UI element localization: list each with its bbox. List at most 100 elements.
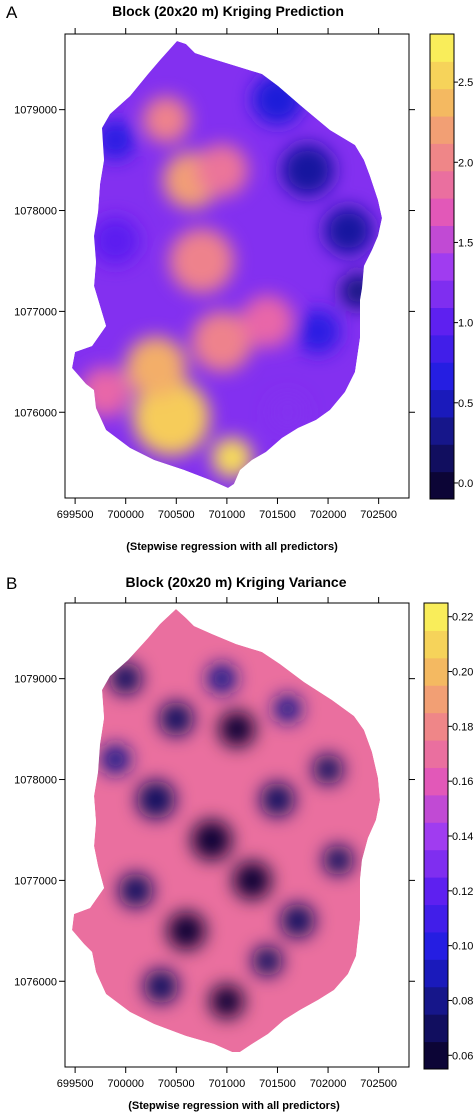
surface-cell xyxy=(260,782,295,817)
colorbar-band xyxy=(430,225,454,254)
x-tick-label: 700000 xyxy=(107,1078,144,1090)
surface-cell xyxy=(209,984,245,1019)
colorbar-band xyxy=(424,1014,448,1043)
x-tick-label: 700500 xyxy=(158,509,195,521)
colorbar-band xyxy=(430,334,454,363)
x-tick-label: 699500 xyxy=(57,509,94,521)
colorbar-band xyxy=(424,1041,448,1070)
colorbar-band xyxy=(424,794,448,823)
colorbar-tick-label: 0.0 xyxy=(458,478,473,490)
x-tick-label: 702500 xyxy=(360,1078,397,1090)
surface-cell xyxy=(143,969,179,1004)
colorbar-band xyxy=(424,767,448,796)
colorbar: 0.06 0.08 0.10 0.12 0.14 0.16 0.18 0.20 0.22 xyxy=(423,602,473,1070)
colorbar-band xyxy=(430,116,454,144)
surface-cell xyxy=(206,663,237,694)
colorbar-band xyxy=(424,630,448,659)
surface-cell xyxy=(232,861,272,900)
colorbar-band xyxy=(424,931,448,960)
panel-label: A xyxy=(6,3,18,22)
surface-cell xyxy=(159,701,194,737)
colorbar-band xyxy=(424,740,448,768)
colorbar-tick-label: 0.18 xyxy=(452,721,473,733)
plot-frame xyxy=(64,602,410,1068)
colorbar-tick-label: 0.5 xyxy=(458,398,473,410)
surface-cell xyxy=(191,819,232,861)
surface-cell xyxy=(125,336,187,398)
colorbar-tick-label: 0.12 xyxy=(452,886,473,898)
colorbar-band xyxy=(430,198,454,226)
colorbar-band xyxy=(424,986,448,1015)
surface-cell xyxy=(281,143,335,197)
y-tick-label: 1077000 xyxy=(14,875,57,887)
y-tick-label: 1079000 xyxy=(14,105,57,117)
surface-cell xyxy=(167,911,206,950)
x-tick-label: 701000 xyxy=(209,1078,246,1090)
x-tick-label: 701000 xyxy=(209,509,246,521)
colorbar-band xyxy=(430,389,454,418)
x-tick-label: 700000 xyxy=(107,509,144,521)
chart-title: Block (20x20 m) Kriging Prediction xyxy=(112,3,344,19)
surface-cell xyxy=(118,873,154,908)
x-tick-label: 700500 xyxy=(158,1078,195,1090)
surface-cell xyxy=(280,903,315,938)
y-tick-label: 1077000 xyxy=(14,306,57,318)
colorbar-tick-label: 1.5 xyxy=(458,237,473,249)
y-tick-label: 1079000 xyxy=(14,674,57,686)
colorbar-band xyxy=(430,252,454,281)
surface-cell xyxy=(211,437,253,478)
surface-cell xyxy=(269,394,306,431)
colorbar-band xyxy=(430,88,454,117)
surface-cell xyxy=(136,780,176,819)
kriging-surface xyxy=(72,609,380,1052)
colorbar-band xyxy=(430,307,454,336)
x-tick-label: 701500 xyxy=(259,1078,296,1090)
colorbar-band xyxy=(430,444,454,473)
colorbar: 0.0 0.5 1.0 1.5 2.0 2.5 xyxy=(429,33,473,500)
colorbar-tick-label: 0.16 xyxy=(452,776,473,788)
colorbar-band xyxy=(430,143,454,172)
colorbar-band xyxy=(430,34,454,62)
panel-a: A Block (20x20 m) Kriging Prediction 69950… xyxy=(6,3,473,553)
surface-cell xyxy=(295,309,341,354)
surface-cell xyxy=(324,206,373,255)
panel-b: B Block (20x20 m) Kriging Variance 699500 7… xyxy=(6,574,473,1112)
surface-cell xyxy=(195,143,249,197)
colorbar-band xyxy=(424,849,448,878)
x-tick-label: 701500 xyxy=(259,509,296,521)
colorbar-band xyxy=(430,280,454,309)
y-tick-label: 1078000 xyxy=(14,775,57,787)
surface-cell xyxy=(169,228,234,294)
colorbar-band xyxy=(424,712,448,741)
surface-cell xyxy=(241,295,294,348)
colorbar-frame xyxy=(429,33,455,500)
x-tick-label: 702000 xyxy=(310,1078,347,1090)
colorbar-tick-label: 0.20 xyxy=(452,667,473,679)
colorbar-tick-label: 0.08 xyxy=(452,995,473,1007)
surface-cell xyxy=(91,216,140,265)
colorbar-band xyxy=(430,170,454,199)
colorbar-tick-label: 2.0 xyxy=(458,157,473,169)
y-tick-label: 1078000 xyxy=(14,206,57,218)
x-axis-label: (Stepwise regression with all predictors… xyxy=(128,1100,340,1112)
colorbar-band xyxy=(424,822,448,851)
chart-title: Block (20x20 m) Kriging Variance xyxy=(126,574,347,590)
colorbar-band xyxy=(424,959,448,988)
x-tick-label: 702000 xyxy=(310,509,347,521)
surface-cell xyxy=(100,744,131,775)
surface-cell xyxy=(142,96,190,143)
colorbar-band xyxy=(430,471,454,500)
colorbar-tick-label: 0.14 xyxy=(452,831,473,843)
y-tick-label: 1076000 xyxy=(14,976,57,988)
surface-cell xyxy=(132,378,210,456)
surface-cell xyxy=(312,754,344,785)
surface-cell xyxy=(323,845,354,876)
panel-label: B xyxy=(6,574,17,593)
surface-cell xyxy=(340,273,377,310)
surface-cell xyxy=(273,694,302,724)
colorbar-band xyxy=(430,416,454,445)
colorbar-band xyxy=(430,61,454,90)
y-tick-label: 1076000 xyxy=(14,407,57,419)
colorbar-band xyxy=(424,685,448,714)
